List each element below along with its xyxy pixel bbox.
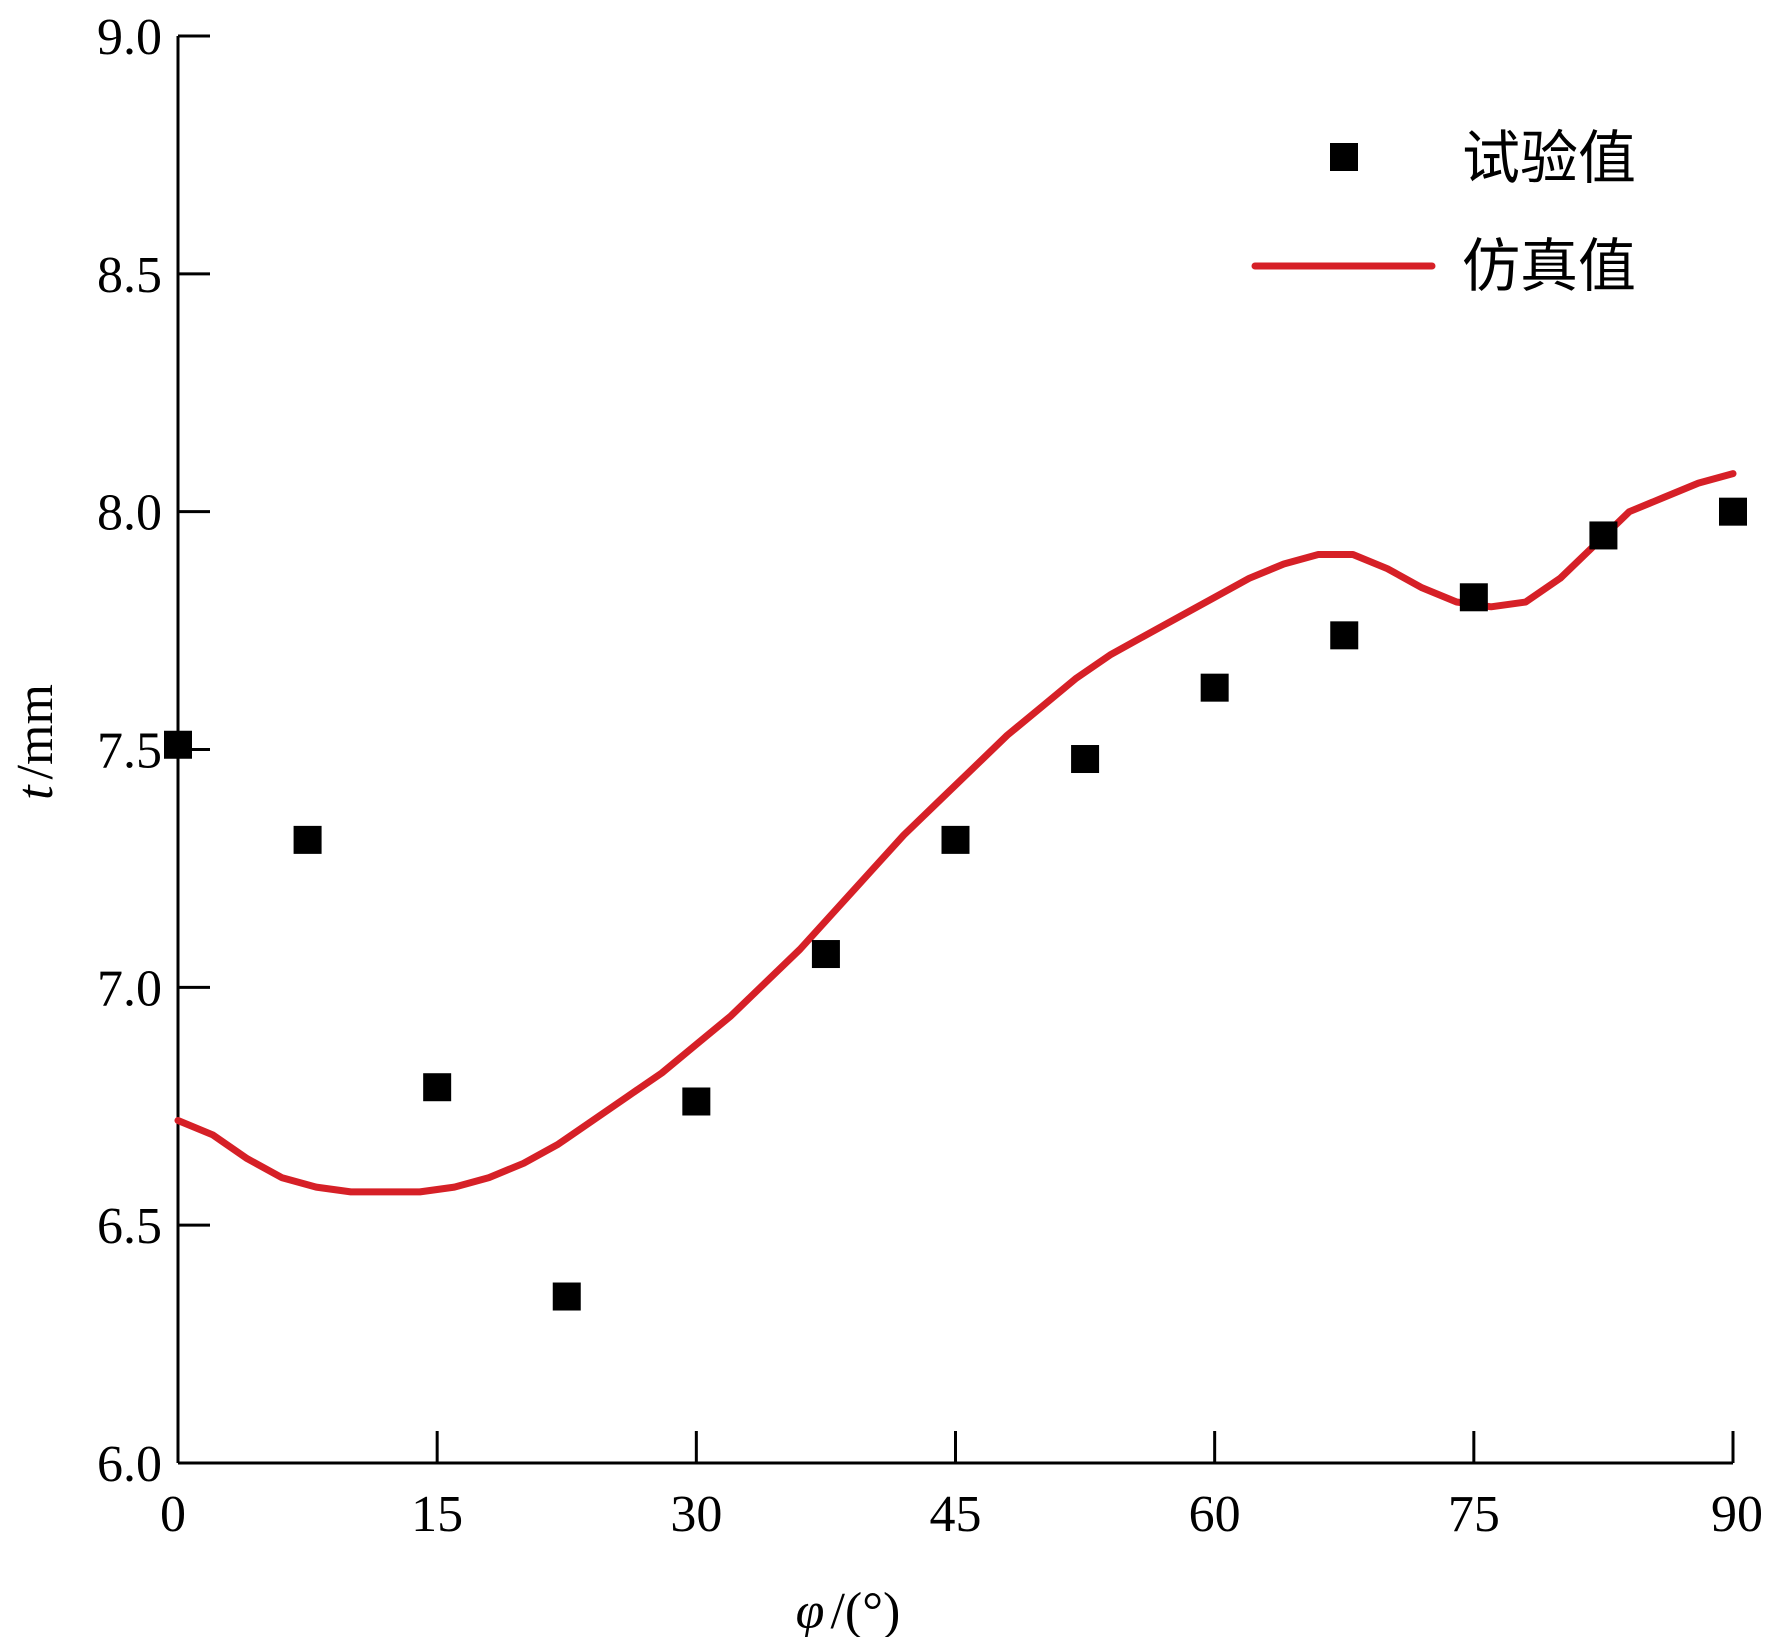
experimental-point (1330, 621, 1359, 650)
experimental-point (811, 940, 840, 969)
x-tick-label: 0 (160, 1486, 186, 1543)
experimental-series (164, 497, 1747, 1311)
y-tick-label: 9.0 (97, 9, 162, 66)
y-tick-label: 6.0 (97, 1436, 162, 1493)
x-tick-label: 75 (1448, 1486, 1500, 1543)
y-tick-label: 7.0 (97, 960, 162, 1017)
x-axis-title: φ/(°) (796, 1583, 901, 1637)
experimental-point (552, 1282, 581, 1311)
experimental-point (1589, 521, 1618, 550)
experimental-point (423, 1073, 452, 1102)
experimental-point (1071, 745, 1100, 774)
experimental-point (682, 1087, 711, 1116)
legend: 试验值 仿真值 (1251, 124, 1636, 300)
experimental-point (164, 730, 192, 759)
experimental-point (1200, 673, 1229, 702)
experimental-point (1719, 497, 1747, 526)
x-tick-label: 15 (411, 1486, 463, 1543)
legend-marker-experimental (1330, 143, 1358, 171)
x-tick-label: 45 (930, 1486, 982, 1543)
experimental-point (941, 825, 970, 854)
y-axis-ticks: 6.0 6.5 7.0 7.5 8.0 8.5 9.0 (97, 9, 210, 1493)
x-tick-label: 30 (670, 1486, 722, 1543)
y-tick-label: 6.5 (97, 1198, 162, 1255)
y-tick-label: 8.5 (97, 247, 162, 304)
legend-label-simulation: 仿真值 (1462, 232, 1636, 300)
y-axis-title: t/mm (7, 684, 64, 800)
x-tick-label: 90 (1711, 1486, 1763, 1543)
legend-label-experimental: 试验值 (1462, 124, 1636, 192)
experimental-point (1459, 583, 1488, 612)
x-axis-ticks: 0 15 30 45 60 75 90 (160, 1431, 1763, 1543)
y-tick-label: 8.0 (97, 485, 162, 542)
x-tick-label: 60 (1189, 1486, 1241, 1543)
y-tick-label: 7.5 (97, 723, 162, 780)
experimental-point (293, 825, 322, 854)
